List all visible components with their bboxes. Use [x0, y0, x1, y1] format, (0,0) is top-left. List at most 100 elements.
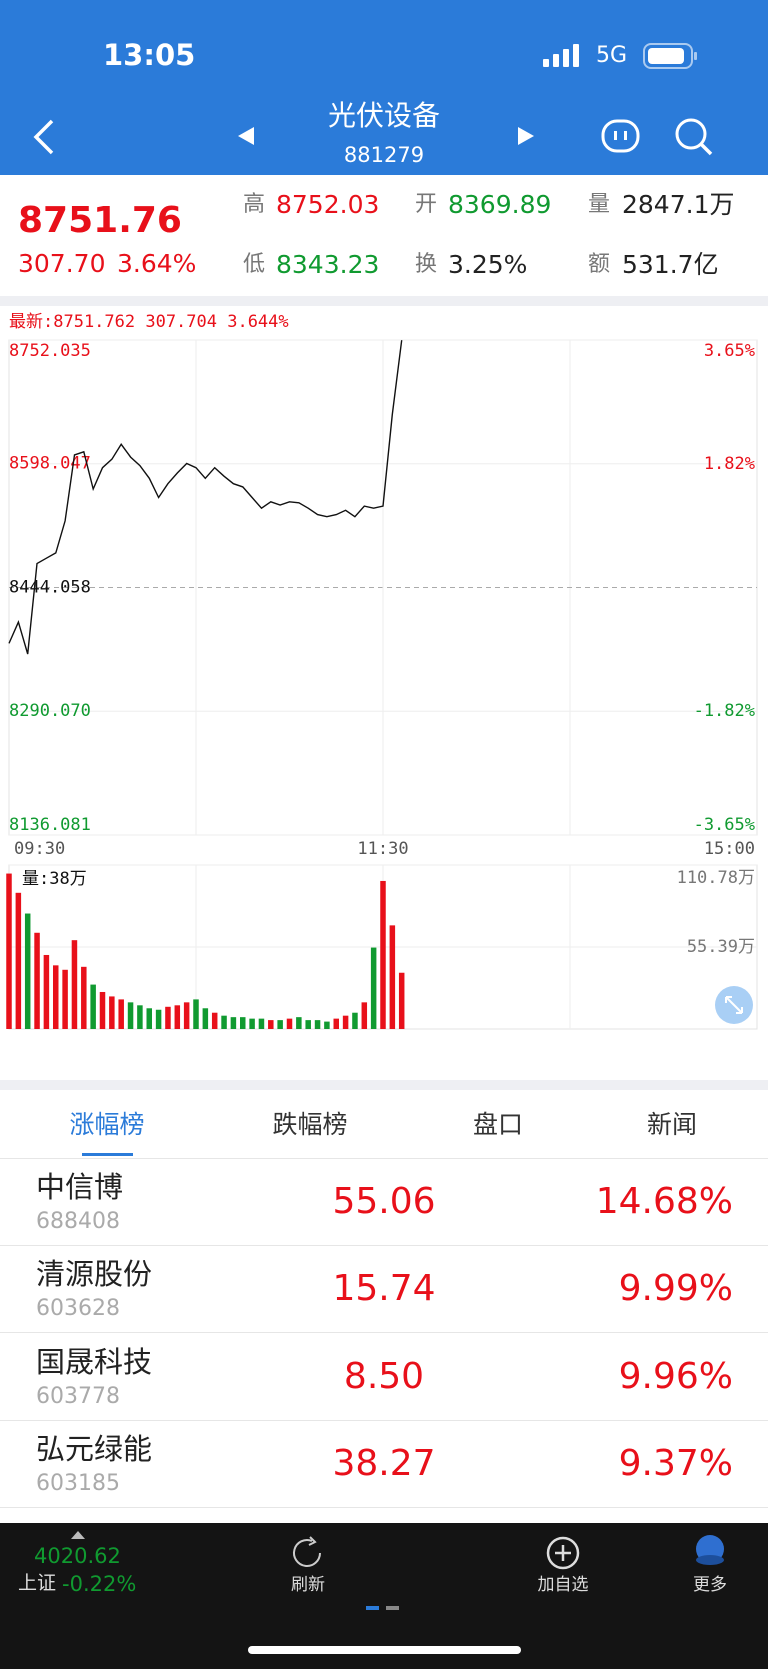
volume-bar: [296, 1017, 302, 1029]
stock-name: 清源股份: [36, 1257, 153, 1292]
clock: 13:05: [103, 38, 196, 72]
network: 5G: [596, 43, 628, 68]
robot-button[interactable]: [601, 117, 641, 155]
expand-glyph: [725, 996, 743, 1014]
volume-bar: [24, 913, 31, 1029]
volume-bar: [286, 1018, 293, 1029]
field-value: 8752.03: [276, 190, 380, 219]
volume-bar: [183, 1002, 190, 1029]
volume-bar: [174, 1005, 181, 1029]
volume-bar: [146, 1008, 152, 1029]
volume-bar: [53, 965, 59, 1029]
back-button[interactable]: [30, 118, 60, 156]
y-tick-label: 8752.035: [9, 341, 91, 361]
field-value: 3.25%: [448, 250, 528, 279]
field-label: 额: [588, 252, 611, 277]
field-value: 531.7亿: [622, 250, 719, 279]
stock-code: 603628: [36, 1296, 120, 1322]
volume-bar: [137, 1005, 143, 1029]
stock-price: 38.27: [332, 1442, 436, 1484]
volume-bar: [398, 972, 405, 1029]
stock-price: 15.74: [332, 1268, 436, 1310]
field-label: 高: [243, 192, 266, 217]
volume-bar: [62, 969, 68, 1029]
volume-bar: [118, 999, 124, 1029]
field-value: 2847.1万: [622, 190, 735, 219]
annotation: 最新:8751.762 307.704 3.644%: [9, 312, 289, 332]
stock-code: 603185: [36, 1470, 120, 1496]
y2-tick-label: 3.65%: [704, 341, 755, 361]
volume-bar: [277, 1020, 283, 1029]
stock-code: 688408: [36, 1209, 120, 1234]
stock-pct: 9.99%: [618, 1268, 733, 1310]
y-tick-label: 8598.047: [9, 454, 91, 474]
battery-icon: [643, 43, 697, 69]
volume-bar: [249, 1018, 255, 1029]
stock-price: 8.50: [343, 1355, 425, 1397]
x-tick-label: 11:30: [357, 839, 408, 859]
stock-row[interactable]: 清源股份 603628 15.74 9.99%: [0, 1246, 768, 1334]
next-button[interactable]: [516, 125, 536, 147]
signal-icon: [543, 44, 579, 67]
volume-bar: [258, 1018, 265, 1029]
tab-border: [0, 1158, 768, 1159]
y-tick-label: 8444.058: [9, 578, 91, 598]
volume-bar: [240, 1017, 246, 1029]
y2-tick-label: -3.65%: [694, 815, 755, 835]
header: 13:05 5G 光伏设备 881279: [0, 0, 768, 175]
tab[interactable]: 盘口: [472, 1110, 523, 1139]
stock-name: 中信博: [36, 1170, 124, 1204]
prev-button[interactable]: [236, 125, 256, 147]
tab[interactable]: 跌幅榜: [272, 1110, 348, 1139]
volume-bar: [352, 1012, 358, 1029]
volume-bar: [211, 1012, 218, 1029]
page-dot-active: [366, 1606, 379, 1610]
stock-pct: 14.68%: [595, 1181, 733, 1222]
stock-name: 弘元绿能: [36, 1431, 153, 1466]
stock-pct: 9.37%: [618, 1442, 733, 1484]
volume-bar: [6, 873, 12, 1029]
volume-bar: [99, 991, 106, 1029]
volume-bar: [71, 940, 78, 1029]
tab[interactable]: 涨幅榜: [69, 1110, 145, 1139]
change: 307.70: [18, 249, 106, 278]
volume-bar: [221, 1015, 227, 1029]
volume-tick-label: 55.39万: [687, 937, 755, 957]
volume-label: 量:38万: [22, 869, 87, 889]
field-label: 低: [243, 252, 266, 277]
volume-bar: [43, 954, 50, 1029]
y2-tick-label: 1.82%: [704, 454, 755, 474]
y-tick-label: 8136.081: [9, 815, 91, 835]
more-icon: [696, 1535, 724, 1565]
expand-arrow[interactable]: [70, 1530, 86, 1540]
stock-row[interactable]: 国晟科技 603778 8.50 9.96%: [0, 1334, 768, 1421]
volume-bar: [230, 1017, 237, 1029]
footer-button[interactable]: 加自选: [537, 1575, 589, 1595]
volume-bar: [342, 1015, 349, 1029]
x-tick-label: 15:00: [704, 839, 755, 859]
refresh-icon: [293, 1536, 321, 1567]
tab[interactable]: 新闻: [646, 1110, 697, 1139]
volume-bar: [127, 1002, 134, 1029]
tab-underline: [82, 1153, 133, 1156]
index-value: 4020.62: [34, 1544, 121, 1568]
footer-button[interactable]: 更多: [693, 1575, 727, 1595]
footer-button[interactable]: 刷新: [291, 1575, 325, 1595]
stock-pct: 9.96%: [618, 1355, 733, 1397]
y-tick-label: 8290.070: [9, 701, 91, 721]
field-label: 换: [415, 252, 438, 277]
volume-tick-label: 110.78万: [677, 868, 755, 888]
volume-bar: [370, 947, 377, 1029]
add-icon: [546, 1536, 580, 1570]
stock-price: 55.06: [332, 1181, 436, 1222]
search-button[interactable]: [674, 117, 714, 157]
stock-row[interactable]: 中信博 688408 55.06 14.68%: [0, 1159, 768, 1246]
stock-code: 603778: [36, 1383, 120, 1409]
y2-tick-label: -1.82%: [694, 701, 755, 721]
page-dot: [386, 1606, 399, 1610]
volume-bar: [202, 1008, 209, 1029]
volume-bar: [305, 1020, 311, 1029]
stock-row[interactable]: 弘元绿能 603185 38.27 9.37%: [0, 1421, 768, 1508]
field-label: 量: [588, 192, 611, 217]
volume-bar: [324, 1021, 330, 1029]
